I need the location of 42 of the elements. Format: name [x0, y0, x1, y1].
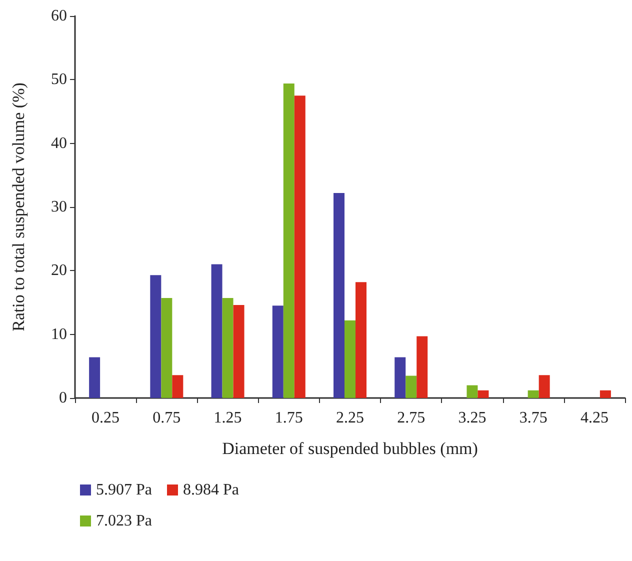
- bar: [406, 376, 417, 398]
- bar: [283, 83, 294, 398]
- legend-label: 8.984 Pa: [183, 482, 239, 498]
- bar: [211, 264, 222, 398]
- bar: [394, 357, 406, 398]
- x-tick-label: 3.75: [519, 410, 548, 426]
- x-tick-label: 4.25: [580, 410, 608, 426]
- y-tick-label: 60: [51, 8, 67, 24]
- bar: [222, 298, 234, 398]
- y-tick-label: 20: [51, 262, 67, 280]
- bar: [272, 306, 284, 398]
- x-tick-label: 2.25: [336, 410, 364, 426]
- x-tick-label: 1.25: [214, 410, 242, 426]
- y-tick-label: 0: [59, 390, 67, 406]
- x-tick-label: 3.25: [458, 410, 486, 426]
- x-tick-label: 0.75: [152, 410, 181, 426]
- bar: [416, 336, 428, 398]
- y-tick-label: 30: [51, 198, 67, 216]
- bar: [89, 357, 100, 398]
- bar: [466, 385, 478, 398]
- bar: [528, 390, 539, 398]
- x-tick-label: 2.75: [397, 410, 426, 426]
- bar: [356, 282, 366, 398]
- legend-label: 7.023 Pa: [96, 512, 152, 530]
- bar: [478, 390, 489, 398]
- bar: [233, 305, 244, 398]
- x-tick-label: 1.75: [274, 410, 303, 426]
- y-axis-title: Ratio to total suspended volume (%): [9, 82, 28, 332]
- bar: [150, 275, 162, 398]
- legend-label: 5.907 Pa: [96, 482, 152, 498]
- x-axis-title: Diameter of suspended bubbles (mm): [222, 439, 478, 458]
- bar: [600, 390, 611, 398]
- bar: [344, 320, 356, 398]
- bar: [294, 96, 306, 398]
- y-tick-label: 50: [51, 71, 67, 88]
- bar: [538, 375, 550, 398]
- y-tick-label: 40: [51, 134, 67, 152]
- x-tick-label: 0.25: [92, 410, 120, 426]
- bar: [161, 298, 172, 398]
- bar: [334, 192, 344, 398]
- y-tick-label: 10: [51, 326, 67, 343]
- bar: [172, 375, 184, 398]
